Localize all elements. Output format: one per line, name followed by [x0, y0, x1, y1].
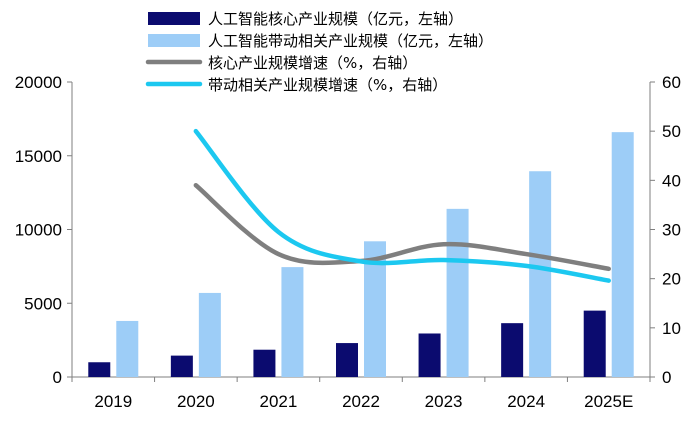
bar-related-2025E	[611, 132, 634, 377]
bar-core-2021	[253, 349, 276, 377]
right-tick-label: 50	[662, 122, 681, 141]
related-growth-line	[193, 128, 611, 283]
right-tick-label: 40	[662, 171, 681, 190]
legend-label-0: 人工智能核心产业规模（亿元，左轴）	[208, 10, 463, 28]
bar-core-2023	[418, 333, 441, 377]
x-tick-label: 2019	[94, 392, 132, 411]
x-tick-label: 2023	[425, 392, 463, 411]
bar-core-2022	[336, 343, 358, 377]
legend-label-3: 带动相关产业规模增速（%，右轴）	[208, 76, 447, 94]
bar-related-2022	[364, 241, 386, 377]
lines-group	[193, 128, 611, 283]
x-tick-label: 2020	[177, 392, 215, 411]
bar-related-2019	[116, 320, 139, 377]
bar-related-2020	[198, 292, 221, 377]
bar-core-2020	[170, 355, 193, 377]
x-tick-label: 2021	[260, 392, 298, 411]
right-tick-label: 60	[662, 73, 681, 92]
bars-group	[88, 132, 634, 377]
x-tick-label: 2022	[342, 392, 380, 411]
right-tick-label: 10	[662, 319, 681, 338]
core-growth-line	[193, 183, 611, 272]
bar-related-2024	[529, 171, 552, 377]
x-tick-label: 2025E	[584, 392, 633, 411]
ticks-group: 0 5000 10000 15000 20000 0 10 20 30 40 50 60 2019 202…	[15, 73, 681, 411]
bar-core-2019	[88, 362, 111, 377]
left-tick-label: 10000	[15, 221, 62, 240]
legend-swatch-0	[148, 12, 200, 25]
legend-label-2: 核心产业规模增速（%，右轴）	[208, 54, 417, 72]
right-tick-label: 30	[662, 221, 681, 240]
legend-swatch-1	[148, 34, 200, 47]
left-tick-label: 15000	[15, 147, 62, 166]
axes-group	[67, 81, 655, 382]
left-tick-label: 5000	[24, 294, 62, 313]
legend-label-1: 人工智能带动相关产业规模（亿元，左轴）	[208, 32, 493, 50]
x-tick-label: 2024	[507, 392, 545, 411]
legend: 人工智能核心产业规模（亿元，左轴） 人工智能带动相关产业规模（亿元，左轴） 核心产业…	[145, 10, 493, 94]
bar-related-2023	[446, 208, 469, 377]
left-tick-label: 20000	[15, 73, 62, 92]
right-tick-label: 20	[662, 270, 681, 289]
bar-related-2021	[281, 267, 304, 377]
bar-core-2024	[501, 323, 524, 377]
bar-core-2025E	[583, 310, 606, 377]
right-tick-label: 0	[662, 368, 671, 387]
left-tick-label: 0	[53, 368, 62, 387]
